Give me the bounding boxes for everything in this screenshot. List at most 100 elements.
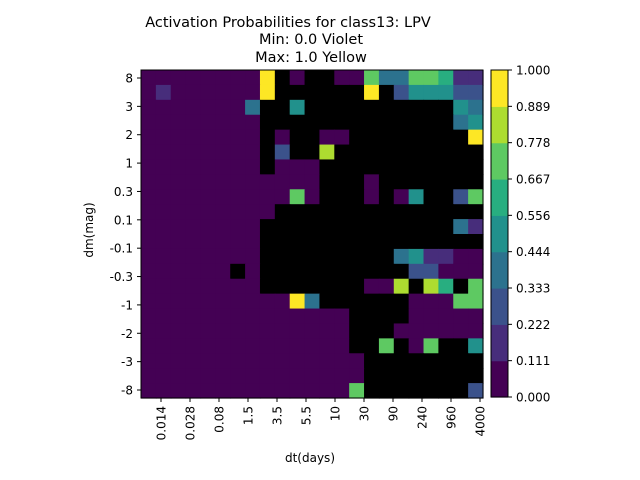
plot-frame [140,69,484,399]
heatmap-cell [215,99,231,116]
x-tick-label: 1.5 [242,406,256,425]
heatmap-cell [141,174,157,190]
heatmap-cell [274,70,291,86]
heatmap-cell [393,293,410,310]
heatmap-cell [200,144,216,161]
x-tick-label: 90 [387,406,401,421]
heatmap-cell [185,368,202,384]
colorbar-segment [491,324,508,362]
heatmap-cell [364,189,380,205]
heatmap-cell [453,114,469,131]
heatmap-cell [215,263,231,280]
heatmap-cell [438,70,454,86]
heatmap-cell [393,323,410,339]
heatmap-cell [393,159,410,175]
heatmap-cell [468,278,484,295]
heatmap-cell [364,278,380,295]
heatmap-cell [230,338,246,354]
heatmap-cell [438,159,454,175]
heatmap-cell [364,338,380,354]
heatmap-cell [364,114,380,131]
heatmap-cell [378,70,395,86]
heatmap-cell [245,234,261,250]
heatmap-cell [468,353,484,369]
heatmap-cell [453,219,469,235]
heatmap-cell [334,84,350,101]
heatmap-cell [393,219,410,235]
colorbar-tick-label: 0.111 [516,354,550,368]
heatmap-cell [423,323,439,339]
heatmap-cell [364,159,380,175]
heatmap-cell [141,308,157,325]
heatmap-cell [364,219,380,235]
heatmap-cell [274,99,291,116]
heatmap-cell [230,368,246,384]
heatmap-cell [319,248,335,265]
heatmap-cell [200,99,216,116]
heatmap-cell [468,219,484,235]
heatmap-cell [141,338,157,354]
heatmap-cell [274,353,291,369]
heatmap-cell [245,338,261,354]
heatmap-cell [215,248,231,265]
heatmap-cell [230,129,246,146]
heatmap-cell [215,204,231,220]
heatmap-cell [334,114,350,131]
heatmap-cell [334,263,350,280]
heatmap-cell [141,114,157,131]
heatmap-cell [274,234,291,250]
heatmap-cell [453,174,469,190]
heatmap-cell [200,323,216,339]
heatmap-cell [378,144,395,161]
heatmap-cell [408,114,425,131]
heatmap-cell [319,263,335,280]
heatmap-cell [259,353,276,369]
heatmap-cell [215,323,231,339]
heatmap-cell [349,114,365,131]
heatmap-cell [289,219,306,235]
heatmap-cell [319,338,335,354]
heatmap-cell [408,338,425,354]
heatmap-cell [438,278,454,295]
heatmap-cell [230,293,246,310]
heatmap-cell [170,99,187,116]
y-tick-label: 1 [125,157,133,171]
heatmap-cell [408,353,425,369]
heatmap-cell [200,70,216,86]
heatmap-cell [185,323,202,339]
heatmap-cell [289,204,306,220]
heatmap-cell [185,263,202,280]
heatmap-cell [245,263,261,280]
colorbar-segment [491,360,508,398]
heatmap-cell [304,338,321,354]
heatmap-cell [230,308,246,325]
colorbar-segment [491,215,508,253]
heatmap-cell [334,368,350,384]
heatmap-cell [378,234,395,250]
heatmap-cell [200,353,216,369]
heatmap-cell [349,338,365,354]
heatmap-cell [274,323,291,339]
heatmap-cell [185,248,202,265]
colorbar-tick-label: 1.000 [516,64,550,78]
heatmap-cell [274,383,291,399]
heatmap-cell [170,70,187,86]
heatmap-cell [349,99,365,116]
heatmap-cell [289,338,306,354]
heatmap-cell [468,84,484,101]
heatmap-cell [468,338,484,354]
heatmap-cell [289,70,306,86]
heatmap-cell [141,144,157,161]
heatmap-cell [170,293,187,310]
heatmap-cell [468,70,484,86]
heatmap-cell [200,248,216,265]
heatmap-cell [393,368,410,384]
heatmap-cell [185,383,202,399]
heatmap-cell [364,248,380,265]
y-tick-label: -0.1 [110,242,133,256]
heatmap-cell [245,99,261,116]
heatmap-cell [274,129,291,146]
heatmap-cell [393,114,410,131]
heatmap-cell [185,293,202,310]
heatmap-cell [364,144,380,161]
